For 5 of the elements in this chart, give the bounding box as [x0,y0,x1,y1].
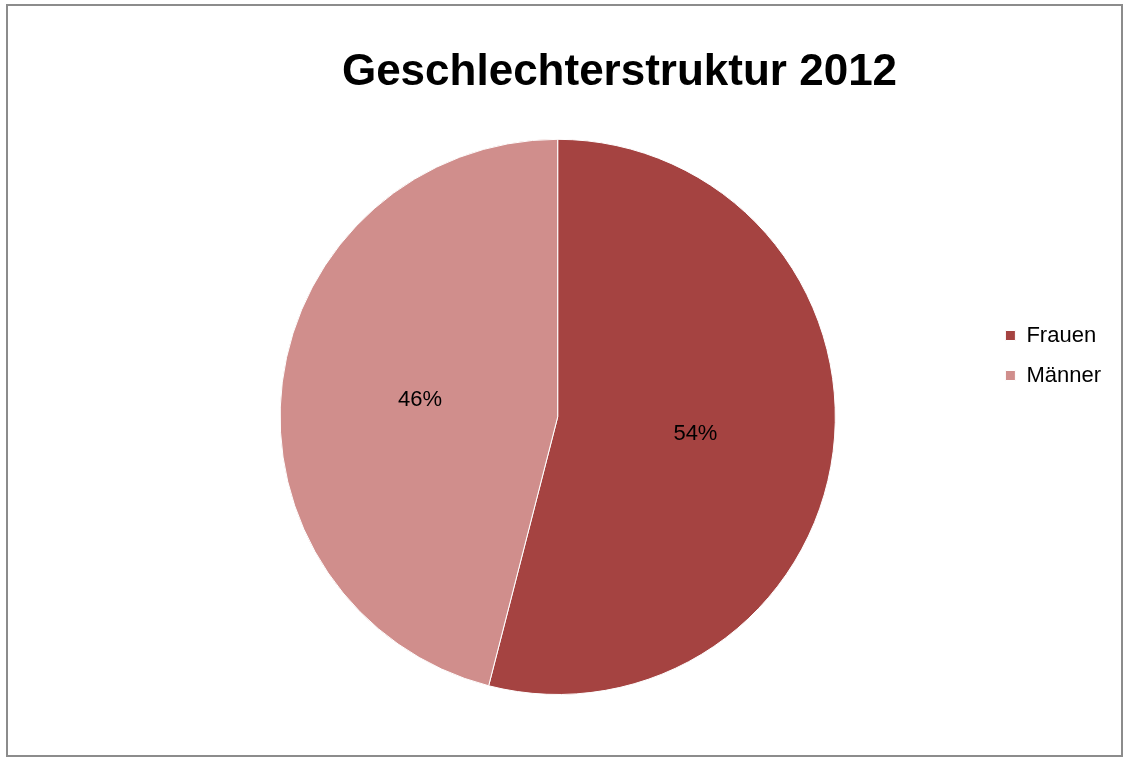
chart-title: Geschlechterstruktur 2012 [341,44,898,94]
legend-label: Männer [1026,361,1101,387]
data-label: 46% [397,385,443,411]
data-label: 54% [673,420,718,446]
legend-label: Frauen [1026,321,1097,347]
